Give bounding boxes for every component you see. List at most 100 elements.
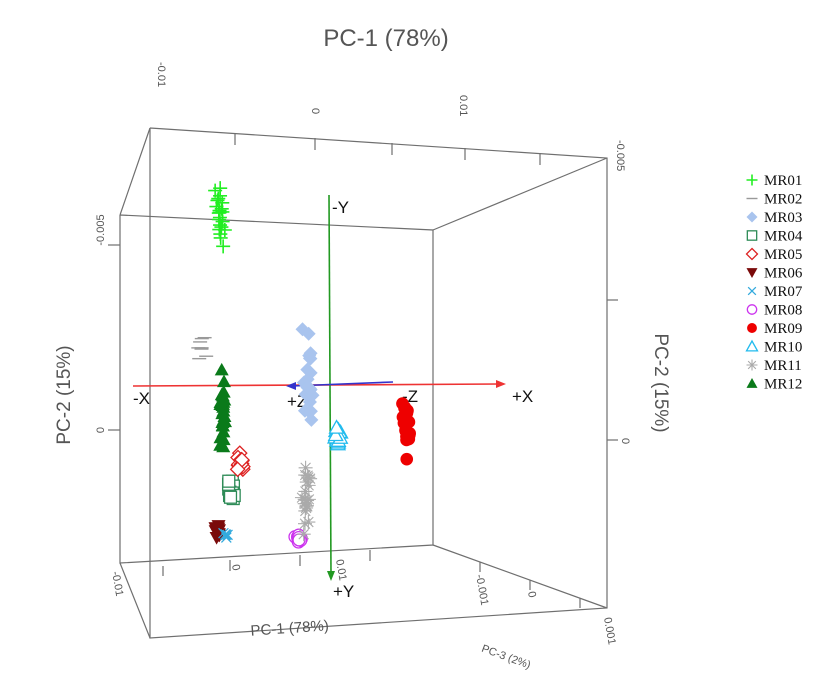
data-point xyxy=(297,496,312,511)
legend-label: MR06 xyxy=(764,266,803,282)
data-point xyxy=(216,374,231,388)
legend-item: MR10 xyxy=(745,339,802,356)
x-axis-arrowhead xyxy=(496,380,506,388)
legend-item: MR08 xyxy=(746,303,802,319)
data-point xyxy=(327,426,344,442)
data-point xyxy=(304,412,319,427)
series-mr05 xyxy=(229,445,251,478)
legend-item: MR12 xyxy=(746,377,802,393)
data-point xyxy=(328,419,345,434)
data-point xyxy=(301,515,316,530)
data-point xyxy=(303,351,318,366)
legend-marker xyxy=(746,378,758,388)
legend-item: MR01 xyxy=(746,173,802,189)
legend-label: MR09 xyxy=(764,321,802,337)
data-point xyxy=(220,529,231,540)
series-mr09 xyxy=(396,397,416,466)
data-point xyxy=(303,404,318,419)
legend-marker xyxy=(747,286,757,296)
data-point xyxy=(216,432,231,446)
legend-marker xyxy=(745,247,759,261)
data-point xyxy=(217,409,232,422)
legend-item: MR04 xyxy=(746,229,803,245)
series-mr02 xyxy=(191,336,214,360)
pos-y-label: +Y xyxy=(333,582,354,601)
legend-label: MR10 xyxy=(764,340,802,356)
data-point xyxy=(298,503,313,518)
legend-marker xyxy=(746,304,758,315)
data-point xyxy=(303,471,318,486)
left-tick-label: 0 xyxy=(95,427,107,433)
data-point xyxy=(215,214,230,229)
top-tick-label: 0.01 xyxy=(457,95,469,116)
legend-item: MR07 xyxy=(747,284,803,300)
data-point xyxy=(299,500,314,515)
pc3-axis-title: PC-3 (2%) xyxy=(480,643,532,672)
series-mr03 xyxy=(295,322,320,427)
legend-marker xyxy=(747,323,757,333)
data-point xyxy=(400,452,414,466)
pc1-bottom-axis-title: PC-1 (78%) xyxy=(250,617,329,639)
pc2-right-axis-title: PC-2 (15%) xyxy=(650,333,671,432)
data-point xyxy=(209,532,224,545)
legend-label: MR01 xyxy=(764,173,802,189)
legend-marker xyxy=(745,339,759,352)
legend-label: MR07 xyxy=(764,284,803,300)
data-point xyxy=(294,490,309,505)
data-point xyxy=(400,424,414,438)
data-point xyxy=(298,484,313,499)
legend-marker xyxy=(746,230,758,241)
series-mr01 xyxy=(208,181,232,254)
depth-tick-label: 0.001 xyxy=(601,616,618,645)
y-axis-arrowhead xyxy=(327,571,335,581)
data-point xyxy=(303,365,318,380)
data-point xyxy=(213,227,228,242)
data-point xyxy=(296,527,311,542)
data-point xyxy=(216,385,231,398)
legend-label: MR08 xyxy=(764,303,802,319)
depth-tick-label: 0 xyxy=(525,590,538,598)
data-point xyxy=(214,201,229,216)
data-point xyxy=(211,524,226,537)
data-point xyxy=(297,516,312,531)
neg-y-label: -Y xyxy=(332,198,349,217)
series-mr12 xyxy=(213,362,233,453)
legend-item: MR02 xyxy=(746,192,802,208)
legend-item: MR03 xyxy=(746,210,802,226)
legend-item: MR09 xyxy=(747,321,802,337)
data-point xyxy=(229,461,246,478)
data-point xyxy=(302,381,317,396)
z-axis-arrowhead xyxy=(286,382,296,390)
series-mr07 xyxy=(218,527,233,543)
legend-label: MR04 xyxy=(764,229,803,245)
data-point xyxy=(398,401,411,415)
top-tick-label: -0.01 xyxy=(155,62,167,87)
pc2-left-axis-title: PC-2 (15%) xyxy=(54,345,75,444)
data-point xyxy=(216,239,231,254)
depth-tick-label: -0.001 xyxy=(473,573,490,606)
legend-label: MR02 xyxy=(764,192,802,208)
data-point xyxy=(214,362,229,376)
left-tick-label: -0.005 xyxy=(95,214,107,245)
bottom-tick-label: 0.01 xyxy=(333,558,349,581)
right-top-tick-label: -0.005 xyxy=(614,140,626,171)
data-point xyxy=(298,468,313,483)
series-mr10 xyxy=(326,419,349,451)
data-point xyxy=(298,460,313,475)
legend-item: MR05 xyxy=(745,247,802,263)
data-point xyxy=(301,478,316,493)
legend-marker xyxy=(746,211,758,223)
right-tick-label: 0 xyxy=(619,438,631,444)
series-mr11 xyxy=(294,460,318,542)
data-point xyxy=(213,188,228,203)
legend-item: MR06 xyxy=(746,266,803,282)
direction-axes xyxy=(132,194,506,581)
legend-label: MR03 xyxy=(764,210,802,226)
data-point xyxy=(222,474,236,488)
series-mr04 xyxy=(221,474,241,506)
legend-item: MR11 xyxy=(746,358,802,374)
legend-marker xyxy=(746,359,758,371)
series-mr08 xyxy=(288,528,308,549)
legend-label: MR12 xyxy=(764,377,802,393)
